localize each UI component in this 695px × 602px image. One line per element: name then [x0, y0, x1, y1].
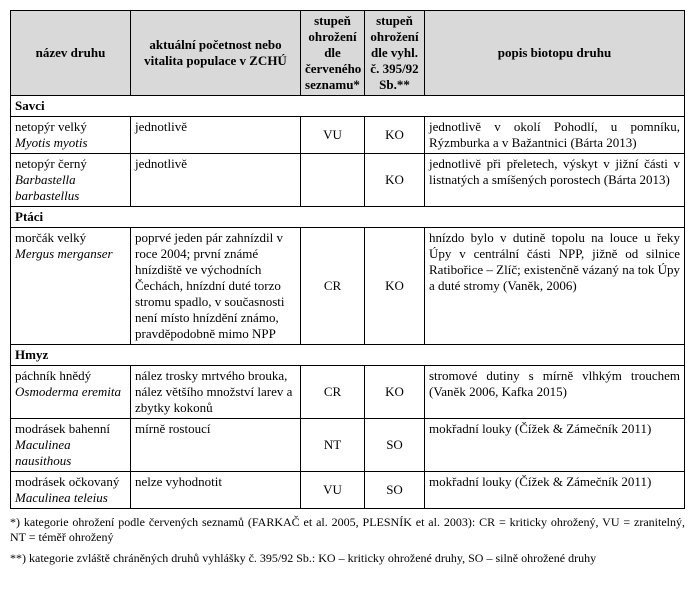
- species-name: modrásek bahenní Maculinea nausithous: [11, 419, 131, 472]
- redlist-status: [301, 154, 365, 207]
- table-row: páchník hnědý Osmoderma eremita nález tr…: [11, 366, 685, 419]
- law-status: SO: [365, 472, 425, 509]
- lat-name: Myotis myotis: [15, 135, 88, 150]
- header-row: název druhu aktuální početnost nebo vita…: [11, 11, 685, 96]
- biotope: stromové dutiny s mírně vlhkým trouchem …: [425, 366, 685, 419]
- th-pop: aktuální početnost nebo vitalita populac…: [131, 11, 301, 96]
- cz-name: modrásek bahenní: [15, 421, 110, 436]
- law-status: KO: [365, 366, 425, 419]
- population: nález trosky mrtvého brouka, nález větší…: [131, 366, 301, 419]
- group-savci: Savci: [11, 96, 685, 117]
- table-row: modrásek bahenní Maculinea nausithous mí…: [11, 419, 685, 472]
- redlist-status: CR: [301, 228, 365, 345]
- species-name: netopýr černý Barbastella barbastellus: [11, 154, 131, 207]
- footnote-1: *) kategorie ohrožení podle červených se…: [10, 515, 685, 545]
- cz-name: netopýr velký: [15, 119, 87, 134]
- table-row: modrásek očkovaný Maculinea teleius nelz…: [11, 472, 685, 509]
- redlist-status: NT: [301, 419, 365, 472]
- species-name: netopýr velký Myotis myotis: [11, 117, 131, 154]
- group-hmyz: Hmyz: [11, 345, 685, 366]
- redlist-status: VU: [301, 117, 365, 154]
- table-row: netopýr černý Barbastella barbastellus j…: [11, 154, 685, 207]
- th-bio: popis biotopu druhu: [425, 11, 685, 96]
- lat-name: Maculinea teleius: [15, 490, 108, 505]
- law-status: KO: [365, 228, 425, 345]
- biotope: jednotlivě při přeletech, výskyt v jižní…: [425, 154, 685, 207]
- group-label: Savci: [11, 96, 685, 117]
- law-status: SO: [365, 419, 425, 472]
- population: poprvé jeden pár zahnízdil v roce 2004; …: [131, 228, 301, 345]
- biotope: mokřadní louky (Čížek & Zámečník 2011): [425, 419, 685, 472]
- biotope: hnízdo bylo v dutině topolu na louce u ř…: [425, 228, 685, 345]
- redlist-status: CR: [301, 366, 365, 419]
- population: mírně rostoucí: [131, 419, 301, 472]
- lat-name: Barbastella barbastellus: [15, 172, 79, 203]
- th-name: název druhu: [11, 11, 131, 96]
- population: nelze vyhodnotit: [131, 472, 301, 509]
- th-s1: stupeň ohrožení dle červeného seznamu*: [301, 11, 365, 96]
- biotope: mokřadní louky (Čížek & Zámečník 2011): [425, 472, 685, 509]
- population: jednotlivě: [131, 154, 301, 207]
- species-table: název druhu aktuální početnost nebo vita…: [10, 10, 685, 509]
- redlist-status: VU: [301, 472, 365, 509]
- group-label: Hmyz: [11, 345, 685, 366]
- species-name: páchník hnědý Osmoderma eremita: [11, 366, 131, 419]
- table-row: morčák velký Mergus merganser poprvé jed…: [11, 228, 685, 345]
- species-name: modrásek očkovaný Maculinea teleius: [11, 472, 131, 509]
- lat-name: Maculinea nausithous: [15, 437, 71, 468]
- biotope: jednotlivě v okolí Pohodlí, u pomníku, R…: [425, 117, 685, 154]
- group-ptaci: Ptáci: [11, 207, 685, 228]
- cz-name: netopýr černý: [15, 156, 87, 171]
- cz-name: modrásek očkovaný: [15, 474, 119, 489]
- lat-name: Osmoderma eremita: [15, 384, 121, 399]
- table-row: netopýr velký Myotis myotis jednotlivě V…: [11, 117, 685, 154]
- lat-name: Mergus merganser: [15, 246, 113, 261]
- species-name: morčák velký Mergus merganser: [11, 228, 131, 345]
- law-status: KO: [365, 154, 425, 207]
- population: jednotlivě: [131, 117, 301, 154]
- cz-name: morčák velký: [15, 230, 86, 245]
- group-label: Ptáci: [11, 207, 685, 228]
- footnote-2: **) kategorie zvláště chráněných druhů v…: [10, 551, 685, 566]
- cz-name: páchník hnědý: [15, 368, 91, 383]
- th-s2: stupeň ohrožení dle vyhl. č. 395/92 Sb.*…: [365, 11, 425, 96]
- law-status: KO: [365, 117, 425, 154]
